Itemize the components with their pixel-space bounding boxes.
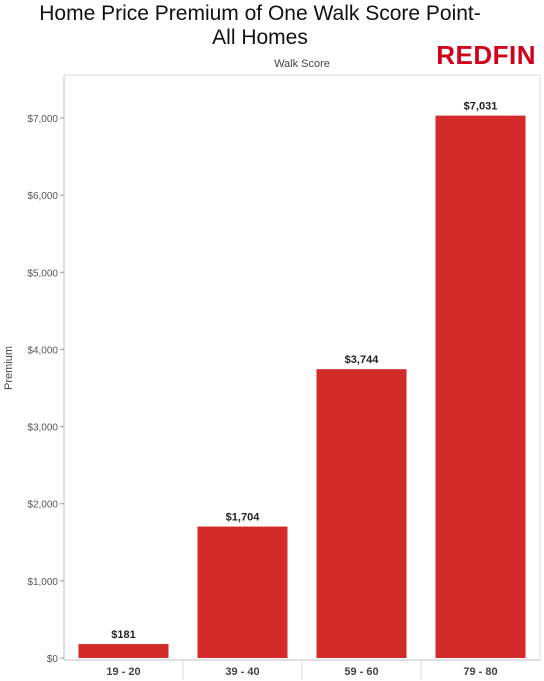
bar: [197, 526, 288, 658]
y-tick-label: $6,000: [27, 191, 58, 202]
y-tick-label: $3,000: [27, 423, 58, 434]
bar: [435, 115, 526, 658]
x-tick-label: 39 - 40: [225, 666, 259, 678]
y-tick-label: $2,000: [27, 500, 58, 511]
x-tick-label: 59 - 60: [344, 666, 378, 678]
bar: [316, 369, 407, 658]
y-tick-label: $0: [47, 654, 59, 665]
chart-title-line-1: Home Price Premium of One Walk Score Poi…: [39, 2, 481, 25]
x-tick-label: 79 - 80: [463, 666, 497, 678]
y-axis: $0 $1,000 $2,000 $3,000 $4,000 $5,000 $6,000 $7…: [27, 114, 64, 665]
redfin-logo: REDFIN: [436, 40, 536, 70]
chart-title: Home Price Premium of One Walk Score Poi…: [0, 2, 520, 50]
y-tick-label: $5,000: [27, 268, 58, 279]
y-tick-label: $7,000: [27, 114, 58, 125]
y-tick-label: $1,000: [27, 577, 58, 588]
x-axis: 19 - 20 39 - 40 59 - 60 79 - 80: [106, 660, 498, 680]
chart-title-line-2: All Homes: [212, 26, 308, 49]
bar-value-label: $7,031: [464, 101, 498, 113]
x-tick-label: 19 - 20: [106, 666, 140, 678]
y-axis-title: Premium: [3, 346, 15, 390]
bar-value-label: $181: [111, 629, 135, 641]
x-axis-title: Walk Score: [274, 58, 330, 70]
bar-value-label: $1,704: [226, 512, 261, 524]
bars: $181 $1,704 $3,744 $7,031: [78, 101, 526, 658]
bar-value-label: $3,744: [345, 354, 380, 366]
y-tick-label: $4,000: [27, 345, 58, 356]
bar: [78, 644, 169, 658]
